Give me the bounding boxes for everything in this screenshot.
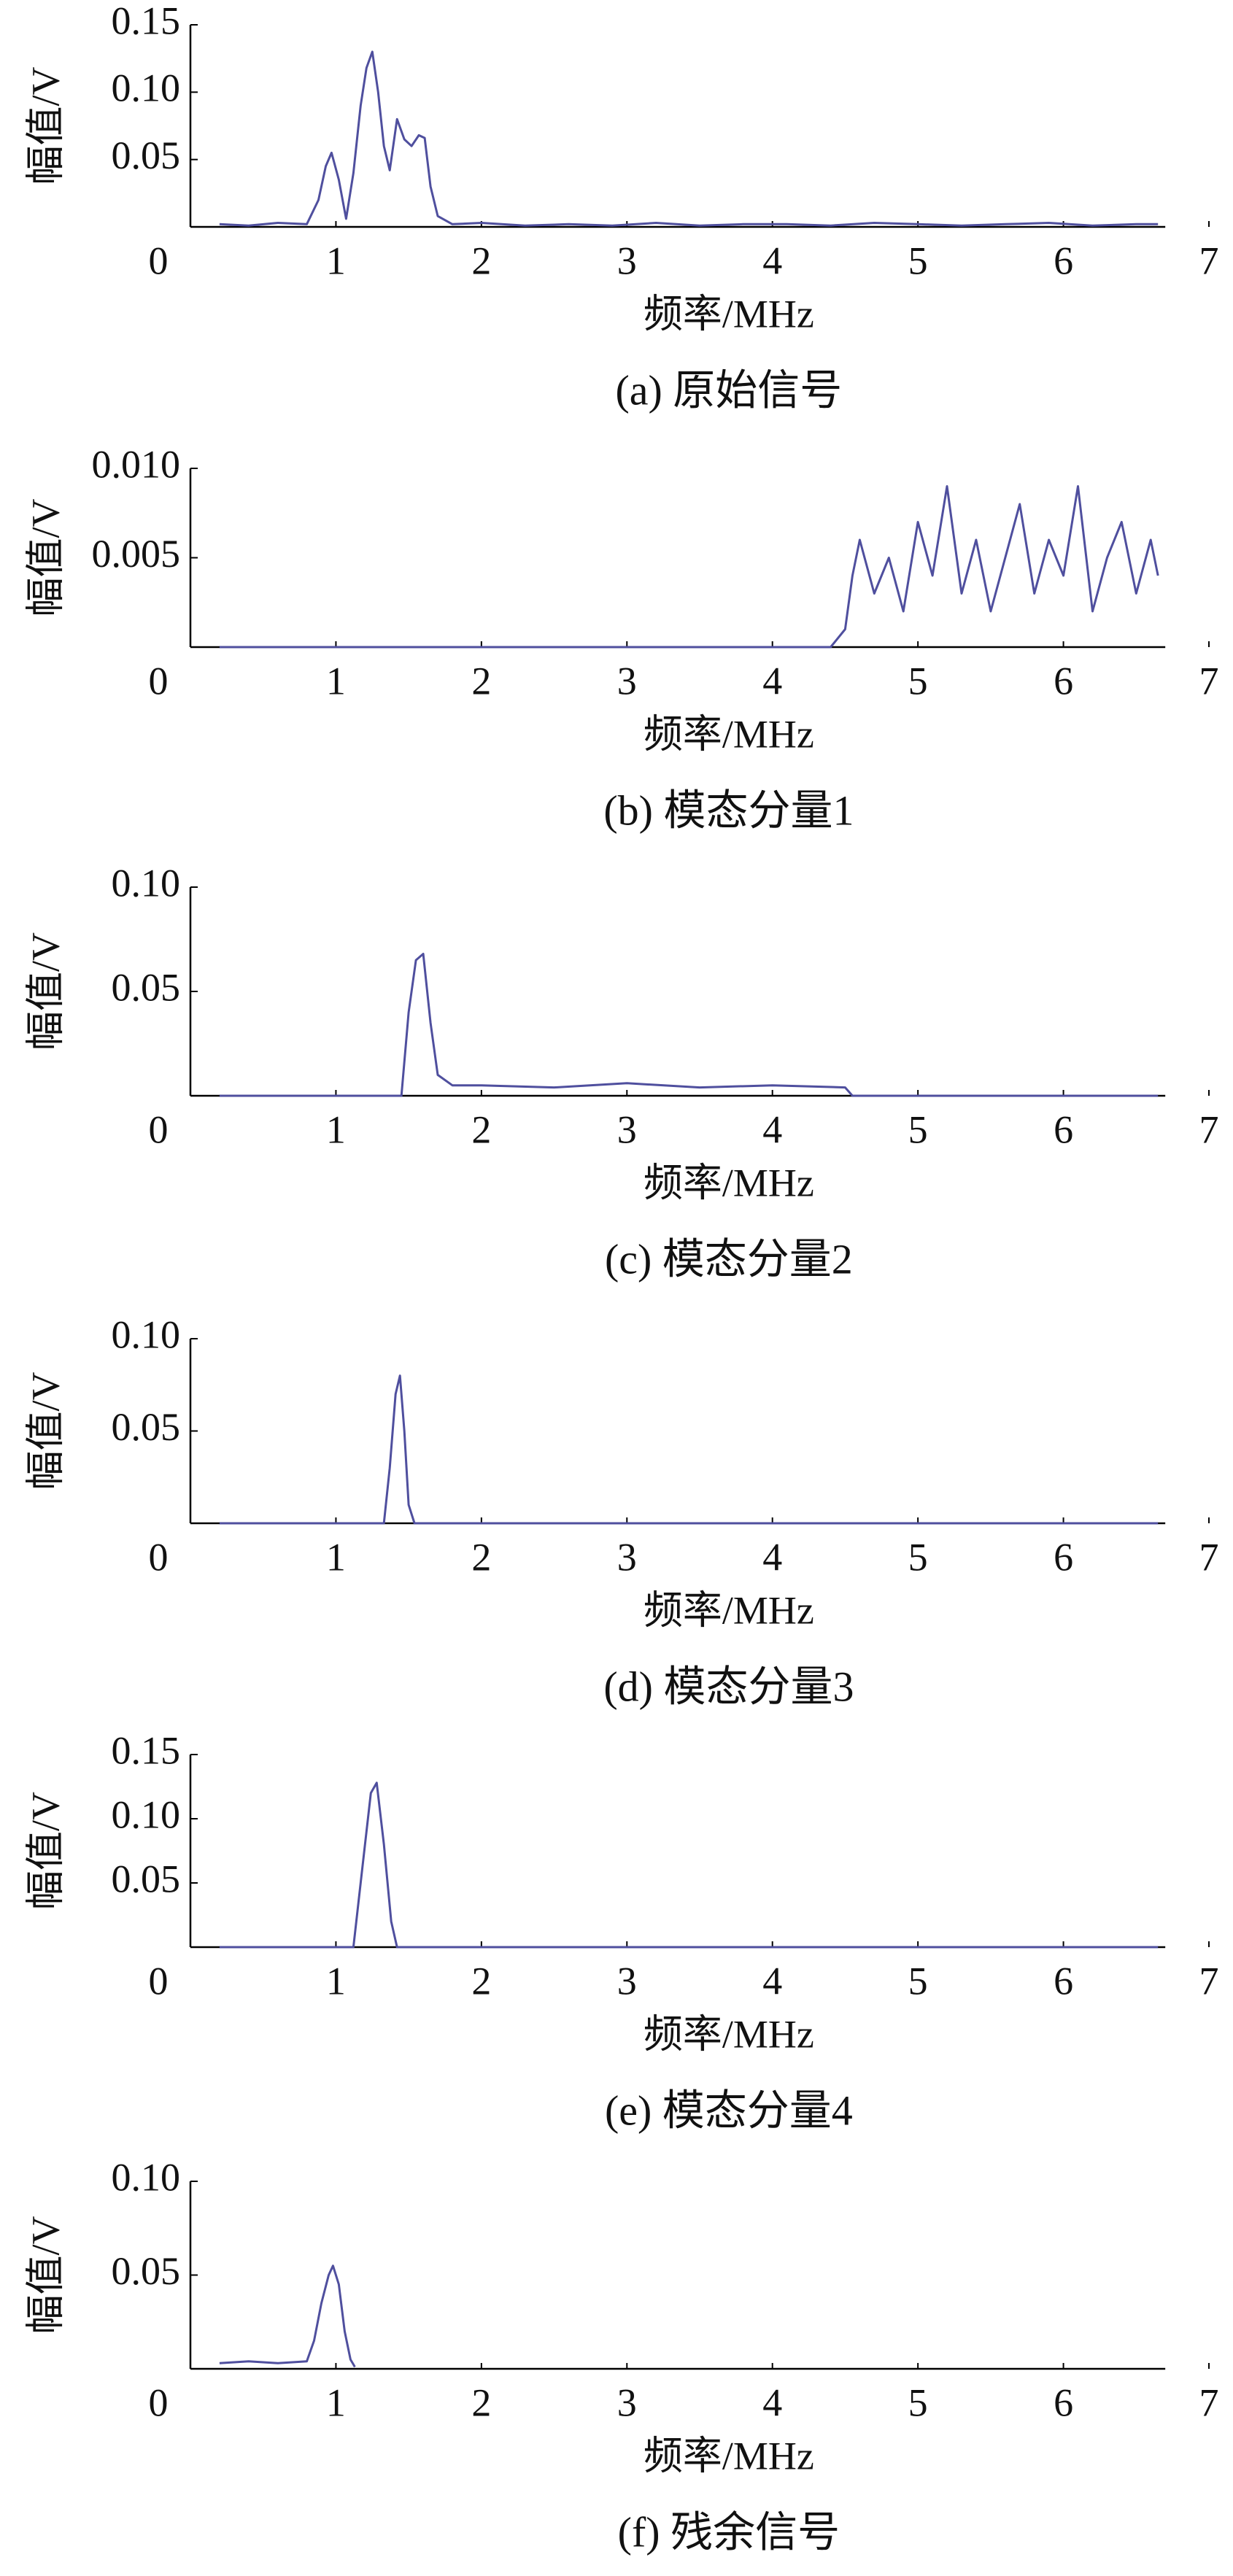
x-tick-label: 6 xyxy=(1054,1107,1073,1151)
x-tick-label: 6 xyxy=(1054,2380,1073,2424)
y-axis-label: 幅值/V xyxy=(23,498,67,616)
x-tick-label: 3 xyxy=(617,1959,637,2003)
x-tick-label: 4 xyxy=(762,239,782,282)
x-tick-label: 4 xyxy=(762,2380,782,2424)
caption: (a) 原始信号 xyxy=(615,366,842,414)
x-tick-label: 2 xyxy=(471,2380,491,2424)
y-tick-label: 0.05 xyxy=(112,965,181,1009)
x-tick-label: 5 xyxy=(908,659,928,703)
y-tick-label: 0.05 xyxy=(112,134,181,177)
x-axis-label: 频率/MHz xyxy=(643,292,814,336)
x-tick-label: 1 xyxy=(326,659,346,703)
x-tick-label: 5 xyxy=(908,2380,928,2424)
signal-line xyxy=(219,2264,356,2368)
signal-line xyxy=(219,485,1159,649)
x-tick-label: 0 xyxy=(149,1959,169,2003)
y-axis-label: 幅值/V xyxy=(23,1372,67,1490)
caption: (f) 残余信号 xyxy=(618,2508,840,2556)
x-tick-label: 5 xyxy=(908,239,928,282)
x-tick-label: 1 xyxy=(326,2380,346,2424)
x-tick-label: 0 xyxy=(149,2380,169,2424)
x-tick-label: 2 xyxy=(471,659,491,703)
y-tick-label: 0.10 xyxy=(112,1312,181,1356)
y-axis-label: 幅值/V xyxy=(23,2216,67,2334)
y-tick-label: 0.10 xyxy=(112,861,181,905)
x-tick-label: 5 xyxy=(908,1535,928,1579)
y-tick-label: 0.15 xyxy=(112,0,181,42)
x-tick-label: 2 xyxy=(471,1959,491,2003)
signal-line xyxy=(219,1782,1159,1949)
x-tick-label: 7 xyxy=(1199,1107,1219,1151)
x-tick-label: 6 xyxy=(1054,1535,1073,1579)
y-axis-label: 幅值/V xyxy=(23,1792,67,1910)
signal-line xyxy=(219,953,1159,1097)
y-tick-label: 0.05 xyxy=(112,1857,181,1900)
x-tick-label: 1 xyxy=(326,1107,346,1151)
x-tick-label: 2 xyxy=(471,239,491,282)
y-axis-label: 幅值/V xyxy=(23,932,67,1051)
x-tick-label: 1 xyxy=(326,1959,346,2003)
x-axis-label: 频率/MHz xyxy=(643,1161,814,1204)
x-tick-label: 3 xyxy=(617,659,637,703)
x-tick-label: 5 xyxy=(908,1107,928,1151)
x-axis-label: 频率/MHz xyxy=(643,2012,814,2056)
x-tick-label: 7 xyxy=(1199,1535,1219,1579)
x-tick-label: 6 xyxy=(1054,1959,1073,2003)
signal-line xyxy=(219,1374,1159,1525)
x-tick-label: 4 xyxy=(762,659,782,703)
x-tick-label: 0 xyxy=(149,1107,169,1151)
x-tick-label: 3 xyxy=(617,2380,637,2424)
x-tick-label: 0 xyxy=(149,659,169,703)
caption: (d) 模态分量3 xyxy=(603,1663,854,1710)
x-tick-label: 7 xyxy=(1199,1959,1219,2003)
x-tick-label: 7 xyxy=(1199,2380,1219,2424)
x-tick-label: 3 xyxy=(617,1107,637,1151)
y-tick-label: 0.10 xyxy=(112,2155,181,2199)
x-tick-label: 7 xyxy=(1199,239,1219,282)
x-axis-label: 频率/MHz xyxy=(643,2434,814,2478)
x-tick-label: 2 xyxy=(471,1535,491,1579)
y-tick-label: 0.15 xyxy=(112,1728,181,1772)
y-tick-label: 0.05 xyxy=(112,1405,181,1449)
x-tick-label: 2 xyxy=(471,1107,491,1151)
y-axis-label: 幅值/V xyxy=(23,66,67,185)
y-tick-label: 0.10 xyxy=(112,66,181,110)
y-tick-label: 0.05 xyxy=(112,2249,181,2293)
x-tick-label: 1 xyxy=(326,239,346,282)
caption: (b) 模态分量1 xyxy=(603,786,854,834)
x-tick-label: 0 xyxy=(149,239,169,282)
caption: (c) 模态分量2 xyxy=(605,1235,853,1283)
x-tick-label: 1 xyxy=(326,1535,346,1579)
x-tick-label: 7 xyxy=(1199,659,1219,703)
x-axis-label: 频率/MHz xyxy=(643,712,814,756)
x-tick-label: 3 xyxy=(617,1535,637,1579)
y-tick-label: 0.010 xyxy=(92,442,181,486)
x-axis-label: 频率/MHz xyxy=(643,1588,814,1632)
x-tick-label: 4 xyxy=(762,1535,782,1579)
x-tick-label: 5 xyxy=(908,1959,928,2003)
signal-line xyxy=(219,50,1159,227)
caption: (e) 模态分量4 xyxy=(605,2086,853,2134)
y-tick-label: 0.10 xyxy=(112,1792,181,1836)
x-tick-label: 6 xyxy=(1054,239,1073,282)
y-tick-label: 0.005 xyxy=(92,532,181,576)
x-tick-label: 3 xyxy=(617,239,637,282)
x-tick-label: 0 xyxy=(149,1535,169,1579)
x-tick-label: 6 xyxy=(1054,659,1073,703)
x-tick-label: 4 xyxy=(762,1107,782,1151)
x-tick-label: 4 xyxy=(762,1959,782,2003)
